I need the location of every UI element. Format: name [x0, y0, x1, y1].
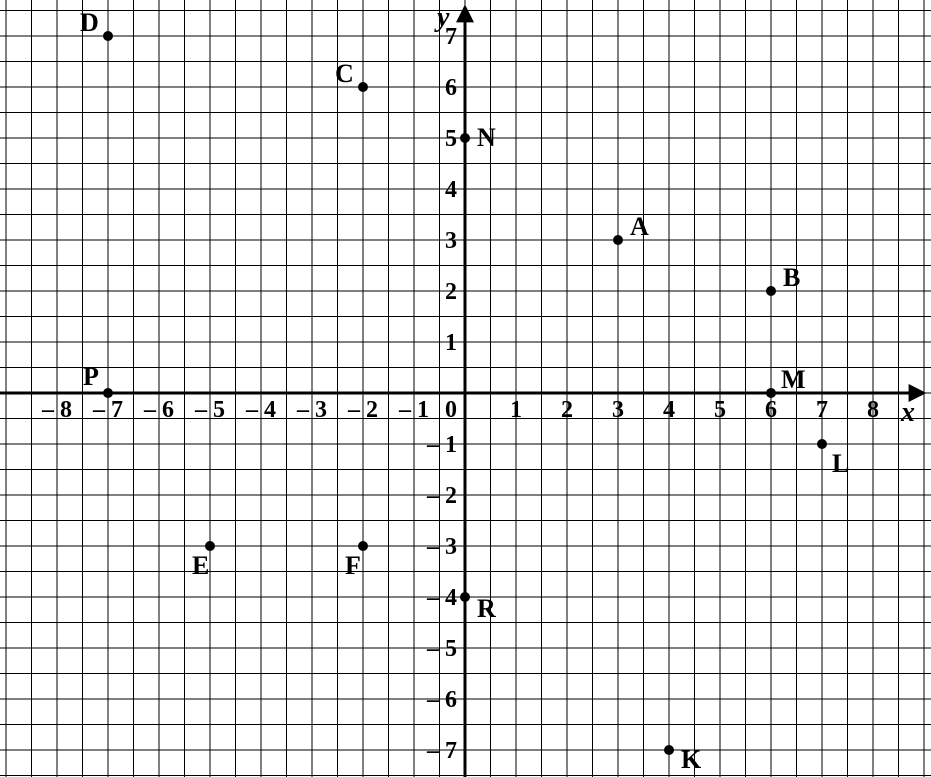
- y-tick-label: 3: [445, 228, 457, 254]
- y-tick-label: – 2: [426, 483, 457, 509]
- y-tick-label: 1: [445, 330, 457, 356]
- point-label-B: B: [783, 263, 800, 292]
- x-tick-label: 6: [765, 397, 777, 423]
- x-tick-label: 8: [867, 397, 879, 423]
- point-label-K: K: [681, 745, 702, 774]
- point-label-R: R: [477, 594, 496, 623]
- y-axis-label: y: [434, 2, 450, 33]
- x-tick-label: – 5: [194, 397, 225, 423]
- x-tick-label: 7: [816, 397, 828, 423]
- y-tick-label: 4: [445, 177, 457, 203]
- point-label-C: C: [335, 59, 354, 88]
- point-F: [358, 541, 368, 551]
- point-label-L: L: [832, 449, 849, 478]
- y-tick-label: – 1: [426, 432, 457, 458]
- point-N: [460, 133, 470, 143]
- point-label-F: F: [345, 551, 361, 580]
- point-P: [103, 388, 113, 398]
- y-tick-label: – 5: [426, 636, 457, 662]
- y-tick-label: 2: [445, 279, 457, 305]
- point-label-D: D: [80, 8, 99, 37]
- point-label-N: N: [477, 123, 496, 152]
- y-tick-label: – 3: [426, 534, 457, 560]
- x-tick-label: – 7: [92, 397, 123, 423]
- point-C: [358, 82, 368, 92]
- y-tick-label: – 6: [426, 687, 457, 713]
- y-tick-label: – 7: [426, 738, 457, 764]
- y-tick-label: 5: [445, 126, 457, 152]
- x-tick-label: 3: [612, 397, 624, 423]
- point-B: [766, 286, 776, 296]
- x-tick-label: 5: [714, 397, 726, 423]
- point-E: [205, 541, 215, 551]
- y-tick-label: 6: [445, 75, 457, 101]
- coordinate-plane-chart: – 8– 7– 6– 5– 4– 3– 2– 112345678– 8– 7– …: [0, 0, 931, 777]
- point-K: [664, 745, 674, 755]
- point-L: [817, 439, 827, 449]
- point-label-A: A: [630, 212, 649, 241]
- y-tick-label: – 4: [426, 585, 457, 611]
- x-tick-label: 1: [510, 397, 522, 423]
- x-tick-label: – 8: [41, 397, 72, 423]
- point-D: [103, 31, 113, 41]
- x-tick-label: 4: [663, 397, 675, 423]
- point-M: [766, 388, 776, 398]
- x-tick-label: – 3: [296, 397, 327, 423]
- origin-label: 0: [445, 397, 457, 423]
- point-R: [460, 592, 470, 602]
- x-tick-label: – 4: [245, 397, 276, 423]
- x-tick-label: – 6: [143, 397, 174, 423]
- x-tick-label: – 2: [347, 397, 378, 423]
- point-label-P: P: [83, 362, 99, 391]
- x-axis-label: x: [900, 397, 915, 428]
- x-tick-label: 2: [561, 397, 573, 423]
- point-label-M: M: [781, 365, 806, 394]
- point-A: [613, 235, 623, 245]
- point-label-E: E: [192, 551, 209, 580]
- x-tick-label: – 1: [398, 397, 429, 423]
